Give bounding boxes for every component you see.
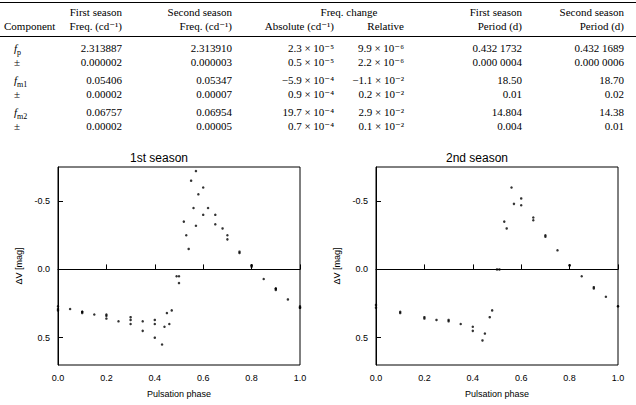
html-text:18.70: 18.70 (599, 74, 624, 86)
svg-text:0.2: 0.2 (418, 373, 431, 383)
html-text:2.3 × 10⁻⁵: 2.3 × 10⁻⁵ (287, 42, 334, 54)
html-text:0.1 × 10⁻²: 0.1 × 10⁻² (358, 120, 404, 132)
svg-text:0.0: 0.0 (52, 373, 65, 383)
html-text:First season: First season (69, 6, 122, 18)
svg-text:0.5: 0.5 (37, 333, 50, 343)
html-text:0.01: 0.01 (502, 88, 522, 100)
html-text:−1.1 × 10⁻²: −1.1 × 10⁻² (352, 74, 404, 86)
html-text:0.02: 0.02 (604, 88, 624, 100)
svg-text:0.0: 0.0 (37, 264, 50, 274)
svg-text:1.0: 1.0 (612, 373, 625, 383)
html-text:0.06757: 0.06757 (86, 106, 122, 118)
html-text:0.000 0004: 0.000 0004 (472, 56, 522, 68)
html-text:Freq. (cd⁻¹): Freq. (cd⁻¹) (69, 20, 122, 32)
html-text:0.00002: 0.00002 (86, 88, 122, 100)
svg-text:ΔV [mag]: ΔV [mag] (14, 247, 24, 284)
html-text:Second season: Second season (167, 6, 232, 18)
html-text:Freq. (cd⁻¹): Freq. (cd⁻¹) (179, 20, 232, 32)
html-text:0.00005: 0.00005 (196, 120, 232, 132)
html-text:0.000003: 0.000003 (190, 56, 232, 68)
html-text:2.2 × 10⁻⁶: 2.2 × 10⁻⁶ (357, 56, 404, 68)
svg-text:0.8: 0.8 (245, 373, 258, 383)
html-text:fm2: fm2 (14, 106, 28, 122)
svg-text:0.5: 0.5 (355, 333, 368, 343)
svg-text:0.6: 0.6 (197, 373, 210, 383)
html-text:fm1: fm1 (14, 74, 28, 90)
html-text:0.05347: 0.05347 (196, 74, 232, 86)
html-text:2.313887: 2.313887 (80, 42, 122, 54)
html-text:0.05406: 0.05406 (86, 74, 122, 86)
html-text:2.9 × 10⁻²: 2.9 × 10⁻² (358, 106, 404, 118)
html-text:Relative: Relative (367, 20, 404, 32)
html-text:Period (d): Period (d) (579, 20, 624, 32)
html-text:0.01: 0.01 (604, 120, 624, 132)
html-text:19.7 × 10⁻⁴: 19.7 × 10⁻⁴ (282, 106, 334, 118)
svg-text:1.0: 1.0 (294, 373, 307, 383)
svg-text:0.6: 0.6 (515, 373, 528, 383)
html-text:Absolute (cd⁻¹): Absolute (cd⁻¹) (264, 20, 334, 32)
html-text:Period (d): Period (d) (477, 20, 522, 32)
svg-text:0.8: 0.8 (563, 373, 576, 383)
html-text:18.50: 18.50 (497, 74, 522, 86)
svg-text:0.0: 0.0 (370, 373, 383, 383)
svg-text:0.2: 0.2 (100, 373, 113, 383)
html-text:0.00002: 0.00002 (86, 120, 122, 132)
svg-text:Pulsation phase: Pulsation phase (147, 389, 211, 399)
svg-text:0.0: 0.0 (355, 264, 368, 274)
html-text:0.000 0006: 0.000 0006 (574, 56, 624, 68)
html-text:0.2 × 10⁻²: 0.2 × 10⁻² (358, 88, 404, 100)
html-text:First season: First season (469, 6, 522, 18)
html-text:0.432 1732: 0.432 1732 (472, 42, 522, 54)
html-text:fp: fp (14, 42, 22, 58)
svg-text:0.4: 0.4 (149, 373, 162, 383)
html-text:0.432 1689: 0.432 1689 (574, 42, 624, 54)
html-text:14.38: 14.38 (599, 106, 624, 118)
svg-text:ΔV [mag]: ΔV [mag] (332, 247, 342, 284)
svg-text:1st season: 1st season (130, 151, 188, 165)
html-text:0.00007: 0.00007 (196, 88, 232, 100)
html-text:Component: Component (4, 20, 56, 32)
html-text:2.313910: 2.313910 (190, 42, 232, 54)
svg-text:0.4: 0.4 (467, 373, 480, 383)
svg-text:Pulsation phase: Pulsation phase (465, 389, 529, 399)
html-text:−5.9 × 10⁻⁴: −5.9 × 10⁻⁴ (281, 74, 334, 86)
svg-text:2nd season: 2nd season (446, 151, 508, 165)
html-text:0.000002: 0.000002 (80, 56, 122, 68)
html-text:14.804: 14.804 (491, 106, 522, 118)
html-text:Second season: Second season (559, 6, 624, 18)
html-text:9.9 × 10⁻⁶: 9.9 × 10⁻⁶ (357, 42, 404, 54)
html-text:0.5 × 10⁻⁵: 0.5 × 10⁻⁵ (287, 56, 334, 68)
html-text:0.7 × 10⁻⁴: 0.7 × 10⁻⁴ (287, 120, 334, 132)
html-text:0.004: 0.004 (497, 120, 522, 132)
svg-text:-0.5: -0.5 (352, 196, 368, 206)
html-text:Freq. change: Freq. change (320, 6, 378, 18)
html-text:0.06954: 0.06954 (196, 106, 232, 118)
html-text:0.9 × 10⁻⁴: 0.9 × 10⁻⁴ (287, 88, 334, 100)
svg-text:-0.5: -0.5 (34, 196, 50, 206)
